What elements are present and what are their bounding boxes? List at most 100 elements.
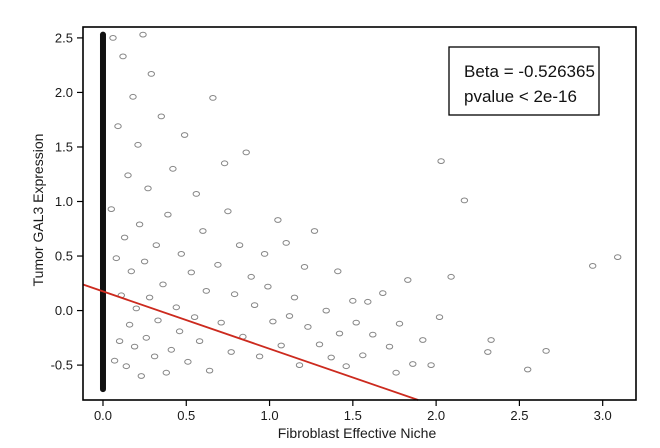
data-point — [217, 319, 225, 326]
data-point — [159, 281, 167, 288]
data-point — [392, 369, 400, 376]
data-point — [147, 71, 156, 77]
data-point — [285, 313, 294, 319]
legend-box — [448, 46, 600, 116]
data-point — [109, 35, 117, 41]
data-point — [137, 373, 146, 379]
data-point — [227, 349, 235, 355]
data-point — [250, 302, 259, 309]
data-point — [172, 304, 181, 311]
data-point — [404, 277, 412, 283]
data-point — [315, 341, 324, 348]
data-point — [379, 290, 387, 297]
data-point — [395, 320, 404, 327]
data-point — [247, 273, 255, 280]
data-point — [335, 330, 344, 337]
data-point — [322, 307, 330, 314]
data-point — [184, 358, 192, 365]
data-point — [437, 158, 445, 165]
data-point — [277, 342, 285, 349]
tick-marks: 0.0 0.5 1.0 1.5 2.0 2.5 3.0 -0.5 0.0 0.5 1.0 1.5 2.0… — [51, 30, 612, 423]
data-point — [187, 269, 196, 276]
data-point — [409, 361, 417, 367]
data-point — [220, 160, 229, 167]
data-point — [112, 255, 121, 262]
data-point — [164, 211, 172, 218]
data-point — [310, 228, 319, 234]
plot-frame — [82, 26, 637, 401]
data-point — [167, 346, 176, 353]
data-point — [295, 362, 304, 369]
data-point — [419, 337, 427, 343]
data-point — [589, 263, 597, 269]
data-point — [269, 318, 277, 325]
data-point — [145, 294, 154, 301]
x-tick-label: 2.5 — [510, 408, 528, 423]
data-point — [274, 217, 282, 223]
scatter-points — [99, 31, 622, 393]
data-point — [154, 317, 162, 324]
data-point — [334, 268, 342, 275]
data-point — [129, 93, 137, 100]
data-point — [127, 268, 136, 275]
data-point — [139, 31, 147, 38]
data-point — [110, 357, 119, 364]
axes — [82, 26, 637, 401]
data-point — [107, 206, 116, 213]
data-point — [144, 185, 152, 192]
data-point — [205, 367, 214, 374]
data-point — [352, 319, 360, 326]
data-point — [169, 165, 177, 172]
data-point — [327, 354, 335, 361]
data-point — [230, 291, 239, 298]
data-point — [119, 53, 127, 60]
x-tick-label: 0.0 — [94, 408, 112, 423]
data-point — [195, 338, 204, 345]
x-tick-label: 1.0 — [261, 408, 279, 423]
data-point — [242, 149, 250, 156]
y-tick-label: 2.0 — [55, 85, 73, 100]
y-tick-label: 0.5 — [55, 249, 73, 264]
beta-annotation: Beta = -0.526365 — [464, 62, 595, 81]
data-point — [114, 123, 122, 130]
regression-line-group — [82, 283, 419, 401]
data-point — [190, 314, 199, 321]
data-point — [487, 337, 495, 343]
y-tick-label: 2.5 — [55, 30, 73, 45]
x-axis-label: Fibroblast Effective Niche — [278, 425, 437, 441]
data-point — [264, 283, 272, 290]
data-point — [214, 261, 222, 268]
data-point — [192, 191, 201, 197]
data-point — [447, 273, 455, 280]
data-point — [135, 221, 144, 228]
data-point — [122, 363, 131, 370]
data-point — [124, 172, 132, 179]
stats-legend: Beta = -0.526365 pvalue < 2e-16 — [448, 46, 600, 116]
x-tick-label: 0.5 — [177, 408, 195, 423]
data-point — [260, 251, 269, 257]
data-point — [385, 343, 394, 350]
y-tick-label: -0.5 — [51, 358, 73, 373]
data-point — [460, 197, 469, 204]
data-point — [162, 369, 171, 376]
data-point — [142, 334, 151, 341]
data-point — [199, 228, 207, 234]
data-point — [282, 240, 290, 246]
data-point — [209, 95, 217, 101]
data-point — [125, 321, 134, 328]
data-point — [255, 353, 264, 360]
data-point — [130, 343, 139, 350]
data-point — [484, 349, 492, 355]
data-point — [202, 288, 211, 294]
regression-line — [82, 283, 419, 401]
data-point — [542, 348, 550, 354]
y-tick-label: 1.5 — [55, 139, 73, 154]
y-tick-label: 0.0 — [55, 303, 73, 318]
data-point — [235, 242, 244, 249]
data-point — [349, 297, 357, 304]
data-point — [427, 362, 435, 369]
data-point — [115, 338, 124, 345]
data-point — [364, 298, 372, 305]
data-point — [300, 264, 309, 270]
